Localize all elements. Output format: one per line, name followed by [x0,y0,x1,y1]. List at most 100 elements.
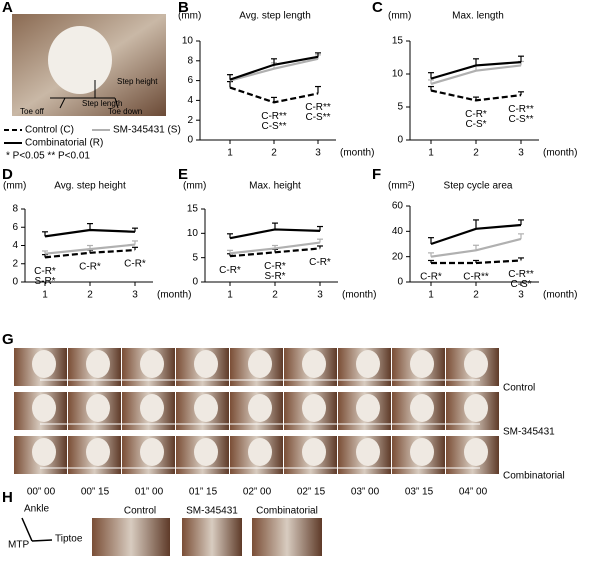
y-tick-label: 4 [187,95,193,106]
series-line [229,55,319,81]
significance-label: C-R* [309,257,331,268]
joint-label: Tiptoe [55,534,83,545]
significance-label: C-R* [219,265,241,276]
error-bar [317,238,323,243]
x-axis-label: (month) [543,290,577,301]
rat [248,350,272,378]
y-tick-label: 8 [187,55,193,66]
x-tick-label: 2 [272,290,278,301]
row-label: SM-345431 [503,427,555,438]
rat [302,438,326,466]
significance-label: C-R* [124,259,146,270]
y-axis-label: (mm²) [388,181,415,192]
significance-label: C-R* [465,109,487,120]
rat [464,438,488,466]
group-label: Combinatorial [256,506,318,517]
rat [194,350,218,378]
significance-label: C-S* [510,279,531,290]
chart-title: Avg. step height [54,181,126,192]
y-axis-label: (mm) [388,11,411,22]
photo-h [92,518,170,556]
rat [248,394,272,422]
joint-label: MTP [8,540,29,551]
y-tick-label: 40 [392,226,404,237]
significance-label: C-R** [508,104,534,115]
legend: Control (C) SM-345431 (S) Combinatorial … [4,125,181,162]
rat [302,350,326,378]
error-bar [518,55,524,63]
panel-letter: F [372,166,381,183]
significance-label: C-S* [465,119,486,130]
significance-label: C-S** [261,121,286,132]
rat [302,394,326,422]
rat [356,350,380,378]
y-tick-label: 8 [12,204,18,215]
error-bar [518,219,524,225]
significance-label: C-R* [34,266,56,277]
rat [248,438,272,466]
y-axis-label: (mm) [3,181,26,192]
x-tick-label: 3 [518,290,524,301]
x-tick-label: 3 [518,148,524,159]
group-label: Control [124,506,156,517]
rat [194,394,218,422]
significance-label: S-R* [264,271,285,282]
time-label: 00” 00 [27,487,56,498]
y-tick-label: 5 [192,252,198,263]
significance-label: S-R* [34,276,55,287]
series-line [229,247,321,258]
y-axis-label: (mm) [178,11,201,22]
photo-h [252,518,322,556]
rat [86,438,110,466]
y-tick-label: 0 [397,277,403,288]
series-line [229,57,319,82]
significance-label: C-R** [305,102,331,113]
row-label: Combinatorial [503,471,565,482]
significance-label: C-R** [508,269,534,280]
chart-title: Max. height [249,181,301,192]
series-line [430,223,522,246]
y-tick-label: 10 [392,69,404,80]
panel-letter: B [178,0,189,16]
x-tick-label: 3 [315,148,321,159]
y-tick-label: 2 [187,115,193,126]
series-line [229,241,321,255]
legend-label: Combinatorial (R) [25,138,103,149]
significance-label: C-S** [305,112,330,123]
time-label: 01” 15 [189,487,218,498]
panel-letter: G [2,331,14,348]
rat [410,350,434,378]
x-tick-label: 2 [473,148,479,159]
rat [32,394,56,422]
error-bar [518,257,524,261]
x-tick-label: 2 [473,290,479,301]
panel-letter: C [372,0,383,16]
rat [410,438,434,466]
panel-letter: D [2,166,13,183]
y-tick-label: 10 [182,36,194,47]
error-bar [315,85,321,94]
x-tick-label: 1 [227,148,233,159]
chart-title: Max. length [452,11,504,22]
x-tick-label: 1 [428,148,434,159]
panel-letter: A [2,0,13,16]
significance-label: C-R** [463,272,489,283]
x-axis-label: (month) [157,290,191,301]
rat [32,438,56,466]
y-tick-label: 15 [392,36,404,47]
chart-title: Step cycle area [444,181,513,192]
time-label: 02” 15 [297,487,326,498]
time-label: 02” 00 [243,487,272,498]
rat [356,394,380,422]
row-label: Control [503,383,535,394]
error-bar [518,91,524,96]
rat [410,394,434,422]
series-line [44,248,136,259]
legend-label: Control (C) [25,125,74,136]
series-line [430,64,522,85]
x-tick-label: 3 [317,290,323,301]
gait-lines [50,80,119,109]
y-tick-label: 20 [392,251,404,262]
x-axis-label: (month) [342,290,376,301]
series-line [431,259,522,265]
